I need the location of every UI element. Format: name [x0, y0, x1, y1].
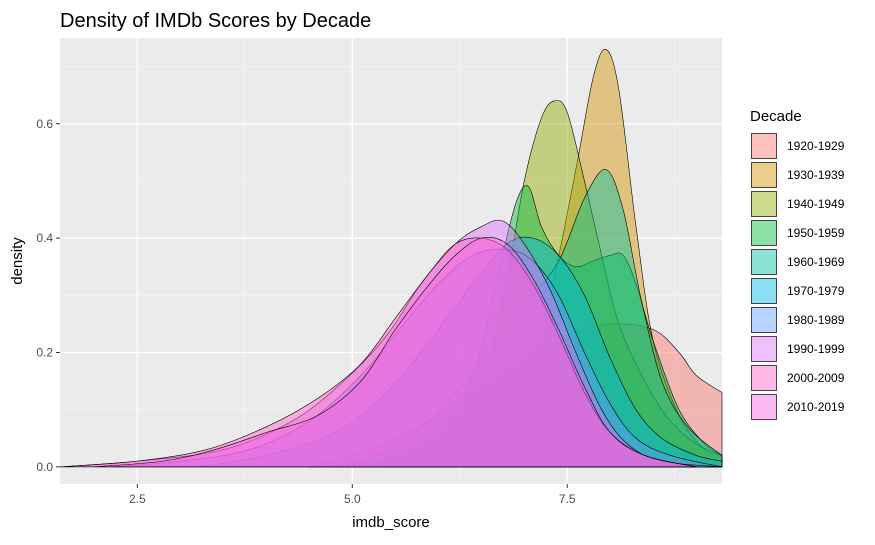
y-tick-label: 0.4 [36, 231, 53, 245]
legend-swatch [751, 365, 777, 391]
density-area-1990-1999 [59, 219, 723, 468]
legend-item-1960-1969: 1960-1969 [751, 249, 845, 275]
legend-item-1920-1929: 1920-1929 [751, 133, 845, 159]
legend-key-bg [751, 220, 777, 246]
x-tick-label: 2.5 [129, 492, 146, 506]
legend-item-2000-2009: 2000-2009 [751, 365, 845, 391]
legend-key-bg [751, 307, 777, 333]
legend-item-1930-1939: 1930-1939 [751, 162, 845, 188]
legend-swatch [751, 336, 777, 362]
legend-swatch [751, 220, 777, 246]
legend-item-2010-2019: 2010-2019 [751, 394, 845, 420]
density-area-2000-2009 [59, 237, 697, 468]
legend-key-bg [751, 336, 777, 362]
legend-swatch [751, 162, 777, 188]
density-area-1980-1989 [111, 248, 723, 468]
legend-label: 1990-1999 [787, 342, 845, 356]
legend-label: 1920-1929 [787, 139, 845, 153]
x-tick-label: 5.0 [344, 492, 361, 506]
legend-key-bg [751, 162, 777, 188]
y-tick-label: 0.2 [36, 345, 53, 359]
y-axis-ticks: 0.0 0.2 0.4 0.6 [36, 117, 60, 474]
legend-key-bg [751, 394, 777, 420]
legend-label: 1970-1979 [787, 284, 845, 298]
density-area-1960-1969 [335, 169, 723, 468]
density-areas [59, 48, 723, 468]
legend-swatch [751, 191, 777, 217]
legend-key-bg [751, 191, 777, 217]
x-axis-title: imdb_score [352, 514, 430, 531]
density-area-1920-1929 [309, 323, 723, 468]
legend-swatch [751, 278, 777, 304]
density-area-1940-1949 [352, 100, 723, 468]
legend-swatch [751, 307, 777, 333]
density-area-1950-1959 [352, 185, 723, 468]
legend-swatch [751, 133, 777, 159]
legend-key-bg [751, 278, 777, 304]
legend-label: 1930-1939 [787, 168, 845, 182]
legend-key-bg [751, 249, 777, 275]
legend-swatch [751, 249, 777, 275]
legend-label: 1960-1969 [787, 255, 845, 269]
legend-item-1980-1989: 1980-1989 [751, 307, 845, 333]
legend-key-bg [751, 133, 777, 159]
x-tick-label: 7.5 [559, 492, 576, 506]
legend-label: 1950-1959 [787, 226, 845, 240]
legend-item-1990-1999: 1990-1999 [751, 336, 845, 362]
legend-item-1970-1979: 1970-1979 [751, 278, 845, 304]
legend: Decade 1920-1929 1930-1939 1940-1949 1950-1… [750, 108, 845, 420]
legend-label: 2010-2019 [787, 400, 845, 414]
legend-item-1940-1949: 1940-1949 [751, 191, 845, 217]
density-area-1970-1979 [197, 236, 723, 468]
x-axis-ticks: 2.5 5.0 7.5 [129, 484, 576, 506]
y-axis-title: density [9, 237, 26, 285]
minor-gridlines [60, 38, 722, 484]
legend-item-1950-1959: 1950-1959 [751, 220, 845, 246]
y-tick-label: 0.0 [36, 460, 53, 474]
chart-title: Density of IMDb Scores by Decade [60, 10, 371, 32]
density-area-2010-2019 [94, 236, 697, 468]
legend-label: 2000-2009 [787, 371, 845, 385]
legend-label: 1940-1949 [787, 197, 845, 211]
legend-title: Decade [750, 108, 802, 125]
density-area-1930-1939 [309, 48, 723, 468]
y-tick-label: 0.6 [36, 117, 53, 131]
legend-key-bg [751, 365, 777, 391]
legend-items: 1920-1929 1930-1939 1940-1949 1950-1959 1960… [751, 133, 845, 420]
legend-label: 1980-1989 [787, 313, 845, 327]
legend-swatch [751, 394, 777, 420]
